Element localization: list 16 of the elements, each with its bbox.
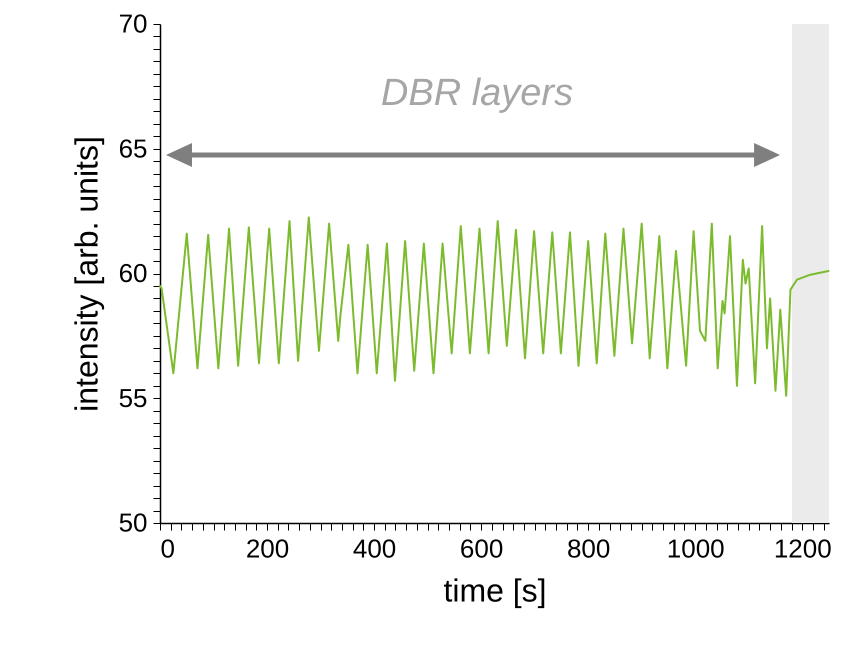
- y-tick-label: 65: [118, 133, 148, 164]
- annotation: DBR layers: [380, 72, 574, 114]
- x-axis-title: time [s]: [443, 572, 547, 608]
- x-tick-label: 400: [352, 534, 396, 564]
- x-tick-label: 1200: [774, 534, 832, 564]
- y-tick-label: 50: [118, 508, 148, 538]
- y-axis-title: intensity [arb. units]: [68, 136, 105, 412]
- y-tick-label: 55: [118, 382, 148, 413]
- x-tick-label: 0: [160, 534, 175, 564]
- x-tick-label: 200: [246, 534, 290, 564]
- x-tick-label: 1000: [666, 534, 725, 564]
- line-series: [159, 216, 830, 397]
- x-tick-label: 600: [460, 534, 504, 564]
- y-tick-label: 60: [118, 258, 148, 288]
- y-tick-label: 70: [118, 8, 148, 38]
- x-tick-label: 800: [566, 534, 610, 564]
